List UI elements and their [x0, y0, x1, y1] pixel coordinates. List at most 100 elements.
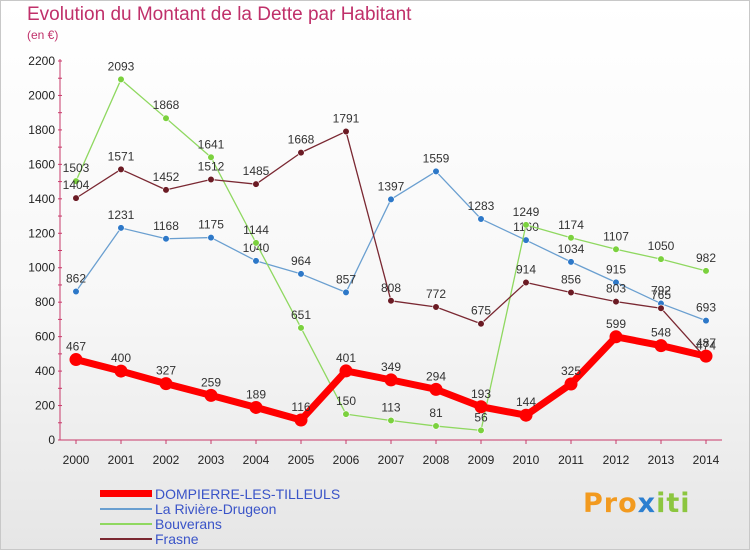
data-point	[342, 288, 350, 296]
data-point	[432, 422, 440, 430]
data-label: 400	[111, 351, 131, 365]
data-label: 1512	[198, 160, 225, 174]
y-tick-label: 600	[35, 330, 55, 344]
data-point	[567, 234, 575, 242]
legend-label: Bouverans	[155, 515, 222, 532]
y-tick-label: 1800	[28, 123, 55, 137]
legend-label: Frasne	[155, 530, 199, 547]
data-label: 401	[336, 351, 356, 365]
data-point	[477, 215, 485, 223]
data-label: 856	[561, 273, 581, 287]
data-point	[432, 303, 440, 311]
data-point	[612, 278, 620, 286]
data-label: 1397	[378, 179, 405, 193]
data-point	[342, 410, 350, 418]
data-point	[654, 339, 668, 353]
data-point	[207, 233, 215, 242]
proxiti-logo: Proxiti	[583, 488, 691, 519]
data-point	[477, 320, 485, 328]
data-point	[72, 287, 80, 296]
data-label: 193	[471, 387, 491, 401]
data-label: 1668	[288, 133, 315, 147]
legend-item: DOMPIERRE-LES-TILLEULS	[100, 486, 340, 502]
x-tick-label: 2012	[603, 453, 630, 467]
data-point	[567, 258, 575, 266]
data-label: 1868	[153, 98, 180, 112]
data-point	[162, 186, 170, 194]
data-point	[297, 149, 305, 157]
data-label: 259	[201, 375, 221, 389]
data-label: 1503	[63, 161, 90, 175]
data-point	[477, 426, 485, 434]
y-tick-label: 2000	[28, 88, 55, 102]
data-label: 474	[696, 338, 716, 352]
data-label: 808	[381, 281, 401, 295]
y-tick-label: 400	[35, 364, 55, 378]
data-label: 857	[336, 272, 356, 286]
x-tick-label: 2014	[693, 453, 720, 467]
data-point	[384, 373, 398, 387]
data-point	[207, 175, 215, 184]
data-point	[117, 224, 125, 232]
data-point	[207, 153, 215, 161]
x-tick-label: 2000	[63, 453, 90, 467]
legend-item: La Rivière-Drugeon	[100, 501, 340, 517]
data-point	[69, 353, 83, 367]
x-tick-label: 2010	[513, 453, 540, 467]
data-point	[609, 330, 623, 344]
data-point	[114, 364, 128, 378]
legend: DOMPIERRE-LES-TILLEULS La Rivière-Drugeon…	[100, 486, 340, 547]
data-point	[702, 317, 710, 325]
data-point	[387, 195, 395, 203]
data-label: 1050	[648, 239, 675, 253]
data-point	[612, 245, 620, 253]
data-label: 1404	[63, 178, 90, 192]
data-point	[249, 400, 263, 414]
data-label: 116	[291, 400, 310, 414]
x-tick-label: 2013	[648, 453, 675, 467]
data-point	[657, 255, 665, 263]
data-label: 1452	[153, 170, 180, 184]
y-tick-label: 1200	[28, 226, 55, 240]
data-point	[702, 267, 710, 275]
data-label: 81	[429, 406, 443, 420]
legend-swatch	[100, 537, 152, 540]
data-point	[252, 257, 260, 265]
data-label: 56	[474, 410, 488, 424]
data-point	[429, 382, 443, 396]
data-label: 467	[66, 340, 86, 354]
data-point	[159, 377, 173, 391]
data-label: 2093	[108, 59, 135, 73]
legend-item: Frasne	[100, 530, 340, 547]
data-label: 1641	[198, 137, 225, 151]
data-point	[699, 349, 713, 363]
data-label: 1040	[243, 241, 270, 255]
data-label: 1249	[513, 205, 540, 219]
y-tick-label: 1400	[28, 192, 55, 206]
y-tick-label: 2200	[28, 54, 55, 68]
x-tick-label: 2006	[333, 453, 360, 467]
data-point	[204, 388, 218, 402]
data-label: 862	[66, 272, 86, 286]
x-tick-label: 2001	[108, 453, 135, 467]
data-point	[252, 239, 260, 247]
data-label: 150	[336, 394, 356, 408]
data-label: 651	[291, 308, 311, 322]
data-label: 325	[561, 364, 581, 378]
data-label: 144	[516, 395, 536, 409]
data-point	[117, 165, 125, 173]
data-label: 1283	[468, 199, 495, 213]
data-point	[387, 416, 395, 425]
x-tick-label: 2007	[378, 453, 405, 467]
data-label: 772	[426, 287, 446, 301]
data-label: 675	[471, 304, 491, 318]
legend-item: Bouverans	[100, 515, 340, 532]
x-tick-label: 2002	[153, 453, 180, 467]
data-point	[567, 288, 575, 297]
x-tick-label: 2005	[288, 453, 315, 467]
data-point	[72, 194, 80, 202]
data-label: 294	[426, 369, 446, 383]
x-tick-label: 2003	[198, 453, 225, 467]
